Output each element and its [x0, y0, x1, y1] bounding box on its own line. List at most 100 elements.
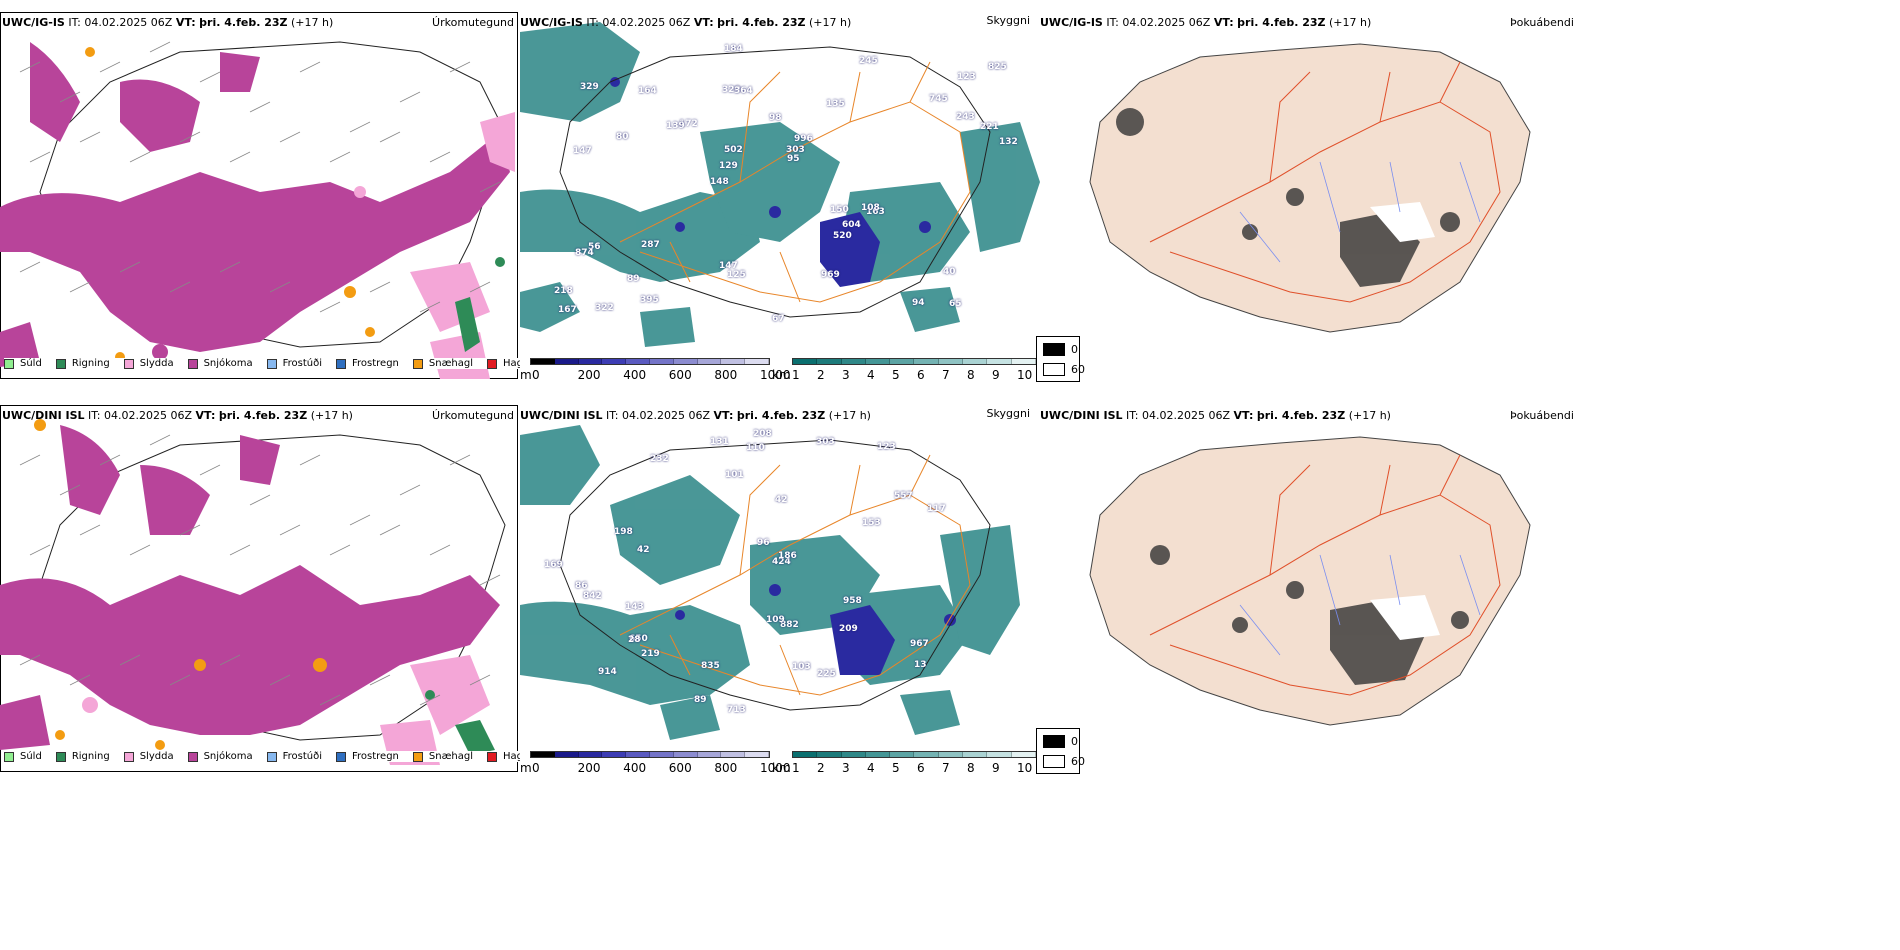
visibility-value-label: 13	[914, 660, 927, 670]
colorbar-swatch	[626, 359, 650, 364]
visibility-panel: UWC/DINI ISL IT: 04.02.2025 06Z VT: þri.…	[520, 405, 1040, 773]
visibility-value-label: 874	[575, 248, 594, 258]
fog-legend-black	[1043, 343, 1065, 356]
colorbar-swatch	[938, 752, 964, 757]
visibility-value-label: 80	[616, 132, 629, 142]
visibility-value-label: 95	[787, 154, 800, 164]
visibility-value-label: 322	[595, 303, 614, 313]
colorbar-swatch	[649, 752, 674, 757]
visibility-value-label: 882	[780, 620, 799, 630]
visibility-colorbar-bar	[792, 358, 1037, 365]
visibility-value-label: 148	[710, 177, 729, 187]
colorbar-swatch	[865, 752, 891, 757]
fog-legend-black	[1043, 735, 1065, 748]
legend-item-hail: Haglél	[487, 358, 520, 369]
visibility-value-label: 147	[719, 261, 738, 271]
visibility-value-label: 123	[877, 442, 896, 452]
visibility-value-label: 842	[583, 591, 602, 601]
colorbar-swatch	[649, 359, 674, 364]
visibility-value-label: 996	[794, 134, 813, 144]
colorbar-tick-label: 800	[714, 761, 738, 773]
visibility-value-label: 101	[725, 470, 744, 480]
colorbar-swatch	[890, 359, 915, 364]
legend-item-drizzle: Súld	[4, 751, 42, 762]
colorbar-swatch	[554, 752, 579, 757]
panel-title-left: UWC/DINI ISL IT: 04.02.2025 06Z VT: þri.…	[2, 409, 353, 422]
colorbar-swatch	[890, 752, 915, 757]
precip-map	[0, 41, 515, 379]
colorbar-swatch	[1011, 752, 1036, 757]
fog-panel: UWC/DINI ISL IT: 04.02.2025 06Z VT: þri.…	[1040, 405, 1900, 773]
wind-barbs	[19, 434, 501, 706]
precip-map	[0, 419, 506, 765]
colorbar-swatch	[721, 359, 746, 364]
visibility-value-label: 329	[580, 82, 599, 92]
visibility-value-label: 132	[999, 137, 1018, 147]
colorbar-swatch	[817, 752, 842, 757]
visibility-value-label: 713	[727, 705, 746, 715]
ceiling-colorbar-bar	[530, 751, 770, 758]
colorbar-tick-label: 1000	[760, 761, 791, 773]
rain-areas	[425, 690, 495, 755]
visibility-value-label: 364	[734, 86, 753, 96]
visibility-value-label: 143	[625, 602, 644, 612]
colorbar-swatch	[938, 359, 964, 364]
legend-item-snow: Snjókoma	[187, 358, 253, 369]
panel-title-middle: UWC/IG-IS IT: 04.02.2025 06Z VT: þri. 4.…	[520, 16, 852, 29]
visibility-value-label: 150	[830, 205, 849, 215]
fog-legend-white-label: 60	[1071, 363, 1085, 376]
rivers	[1239, 161, 1481, 263]
visibility-value-labels: 65 147 123 148 135 322 320 98 56 172 218 89 364 996 16…	[520, 12, 1040, 352]
ceiling-unit: m	[520, 761, 532, 773]
colorbar-swatch	[914, 359, 939, 364]
colorbar-tick-label: 1	[792, 761, 800, 773]
colorbar-swatch	[793, 359, 818, 364]
colorbar-tick-label: 7	[942, 761, 950, 773]
legend-item-hail: Haglél	[487, 751, 520, 762]
visibility-value-label: 108	[861, 203, 880, 213]
colorbar-tick-label: 8	[967, 761, 975, 773]
fog-road-network	[1149, 61, 1501, 303]
visibility-colorbar-bar	[792, 751, 1037, 758]
snow-areas	[0, 42, 510, 367]
visibility-value-label: 219	[641, 649, 660, 659]
colorbar-tick-label: 1000	[760, 368, 791, 380]
visibility-unit: km	[772, 368, 791, 380]
visibility-value-label: 967	[910, 639, 929, 649]
panel-title-right: UWC/DINI ISL IT: 04.02.2025 06Z VT: þri.…	[1040, 409, 1391, 422]
visibility-value-label: 164	[638, 86, 657, 96]
visibility-value-label: 125	[727, 270, 746, 280]
visibility-value-label: 520	[833, 231, 852, 241]
visibility-value-label: 245	[859, 56, 878, 66]
visibility-value-label: 167	[558, 305, 577, 315]
colorbar-tick-label: 0	[532, 368, 540, 380]
colorbar-tick-label: 400	[623, 761, 647, 773]
visibility-value-label: 218	[554, 286, 573, 296]
colorbar-swatch	[914, 752, 939, 757]
fog-map	[1089, 436, 1531, 726]
colorbar-tick-label: 3	[842, 368, 850, 380]
visibility-value-label: 958	[843, 596, 862, 606]
visibility-value-label: 67	[772, 314, 785, 324]
fog-legend-white	[1043, 363, 1065, 376]
colorbar-swatch	[721, 752, 746, 757]
visibility-value-label: 604	[842, 220, 861, 230]
fog-legend-black-label: 0	[1071, 343, 1078, 356]
panel-variable-title: Skyggni	[986, 407, 1030, 420]
visibility-value-label: 172	[679, 119, 698, 129]
colorbar-swatch	[602, 752, 627, 757]
visibility-value-label: 221	[980, 122, 999, 132]
visibility-value-label: 169	[544, 560, 563, 570]
legend-item-sleet: Slydda	[123, 358, 174, 369]
colorbar-tick-label: 9	[992, 368, 1000, 380]
visibility-value-label: 163	[866, 207, 885, 217]
colorbar-tick-label: 1	[792, 368, 800, 380]
precip-legend: Súld Rigning Slydda Snjókoma Frostúði Fr…	[4, 358, 520, 369]
panel-variable-title: Þokuábendi	[1510, 409, 1574, 422]
visibility-value-label: 40	[943, 267, 956, 277]
visibility-map	[520, 22, 1040, 347]
colorbar-tick-label: 200	[577, 368, 601, 380]
colorbar-swatch	[578, 359, 603, 364]
precip-type-panel: UWC/IG-IS IT: 04.02.2025 06Z VT: þri. 4.…	[0, 12, 520, 380]
colorbar-swatch	[1011, 359, 1036, 364]
